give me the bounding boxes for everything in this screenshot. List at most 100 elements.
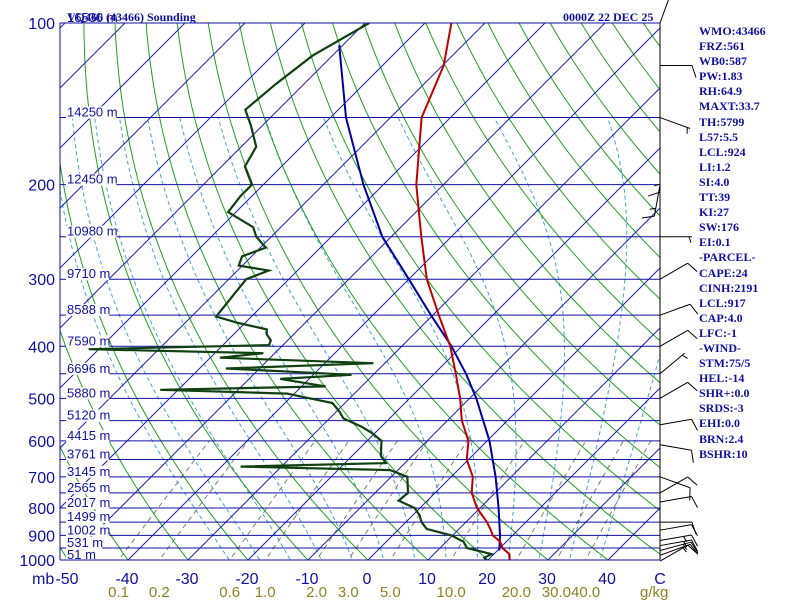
wind-barb-flag <box>691 521 697 535</box>
wind-barb <box>659 543 699 556</box>
wind-barb-staff <box>653 184 661 217</box>
dry-adiabat <box>788 11 800 562</box>
dewpoint-line <box>88 23 495 560</box>
wind-barb-flag <box>687 329 698 340</box>
panel-item: LFC:-1 <box>699 325 737 340</box>
height-label-bg <box>66 511 110 524</box>
height-labels: 16530 m 14250 m 12450 m 10980 m 9710 m 8588 m… <box>66 10 118 562</box>
wind-barb <box>660 65 697 78</box>
dry-adiabat <box>300 23 660 512</box>
pressure-tick-label: 600 <box>28 434 55 451</box>
isobars <box>60 22 660 561</box>
panel-item: FRZ:561 <box>699 39 745 54</box>
wind-barb-half <box>681 354 688 359</box>
temperature-tick-label: -40 <box>115 571 138 588</box>
dry-adiabat <box>114 23 369 560</box>
mixing-ratio-line <box>585 440 652 560</box>
isotherm <box>67 23 606 560</box>
wind-barb <box>659 444 694 463</box>
wind-barb-flag <box>641 215 655 219</box>
panel-item: SHR+:0.0 <box>699 386 750 401</box>
temperature-tick-label: -50 <box>55 571 78 588</box>
wind-barb <box>659 329 698 347</box>
mixing-ratio-line <box>389 440 468 560</box>
moist-adiabat <box>323 117 479 560</box>
isotherm <box>60 23 486 449</box>
wind-barb-staff <box>659 0 669 24</box>
plot-frame <box>59 22 661 561</box>
mixing-ratio-label: 2.0 <box>306 584 327 600</box>
height-label-bg <box>66 496 110 509</box>
panel-item: PW:1.83 <box>699 69 743 84</box>
wind-barb-flag <box>689 544 699 555</box>
panel-item: WB0:587 <box>699 54 747 69</box>
height-label: 3761 m <box>67 447 110 462</box>
isotherm <box>247 147 660 560</box>
wind-barb-half <box>688 236 692 243</box>
mixing-ratio-line <box>555 440 624 560</box>
wind-barb <box>641 184 661 219</box>
moist-adiabat <box>599 352 660 560</box>
isotherm <box>60 23 426 389</box>
moist-adiabat <box>264 117 447 560</box>
height-label: 3145 m <box>67 464 110 479</box>
height-label: 1499 m <box>67 509 110 524</box>
dry-adiabat <box>363 23 660 426</box>
temperature-tick-label: -20 <box>235 571 258 588</box>
mixing-ratio-label: 20.0 <box>502 584 531 600</box>
wind-barb-flag <box>690 541 699 554</box>
parcel-line <box>338 45 502 551</box>
wind-barb-staff <box>659 329 688 347</box>
height-label: 9710 m <box>67 266 110 281</box>
isotherm <box>127 27 660 560</box>
wind-barb-staff <box>659 496 692 503</box>
panel-item: EHI:0.0 <box>699 416 741 431</box>
mixing-ratio-label: 1.0 <box>255 584 276 600</box>
pressure-tick-label: 400 <box>28 339 55 356</box>
wind-barb-staff <box>659 541 692 551</box>
mixing-ratio-label: 10.0 <box>437 584 466 600</box>
mixing-ratio-labels: 0.1 0.2 0.6 1.0 2.0 3.0 5.0 10.0 20.0 30.0 40.0 g/k… <box>108 584 668 600</box>
height-label: 8588 m <box>67 302 110 317</box>
dry-adiabat <box>456 23 660 300</box>
temperature-tick-labels: -50 -40 -30 -20 -10 0 10 20 30 40 C <box>55 571 665 588</box>
wind-barb-staff <box>659 381 688 399</box>
panel-item: WMO:43466 <box>699 24 766 38</box>
temperature-tick-label: 40 <box>598 571 616 588</box>
wind-barb <box>659 476 691 501</box>
mixing-ratio-label: 0.6 <box>219 584 240 600</box>
mixing-ratio-line <box>450 440 525 560</box>
panel-item: EI:0.1 <box>699 235 731 250</box>
isotherm <box>60 23 186 149</box>
height-label: 5120 m <box>67 408 110 423</box>
station-title: VQ466 (43466) Sounding <box>67 10 196 24</box>
dry-adiabat <box>580 23 660 133</box>
mixing-ratio-line <box>264 440 350 560</box>
pressure-tick-label: 200 <box>28 178 55 195</box>
wind-barb-flag <box>687 544 698 554</box>
height-label: 1002 m <box>67 522 110 537</box>
panel-item: KI:27 <box>699 205 729 220</box>
mixing-ratio-label: 40.0 <box>571 584 600 600</box>
isotherm <box>187 87 660 560</box>
mixing-ratio-line <box>158 440 249 560</box>
wind-barb <box>659 418 698 431</box>
height-label-bg <box>66 409 110 422</box>
dry-adiabat <box>83 23 309 560</box>
panel-item: HEL:-14 <box>699 371 745 386</box>
height-label-bg <box>66 304 110 317</box>
panel-item: TH:5799 <box>699 114 745 129</box>
isotherm <box>427 327 660 560</box>
wind-barb-half <box>683 541 688 548</box>
wind-barb <box>659 496 698 508</box>
panel-item: STM:75/5 <box>699 356 751 371</box>
wind-barb <box>647 160 661 197</box>
wind-barb-flag <box>691 496 698 508</box>
wind-barbs <box>641 0 699 562</box>
wind-barb-flag <box>687 381 698 392</box>
panel-item: CAPE:24 <box>699 265 748 280</box>
sounding-time: 0000Z 22 DEC 25 <box>563 10 654 24</box>
isotherm <box>367 267 660 560</box>
